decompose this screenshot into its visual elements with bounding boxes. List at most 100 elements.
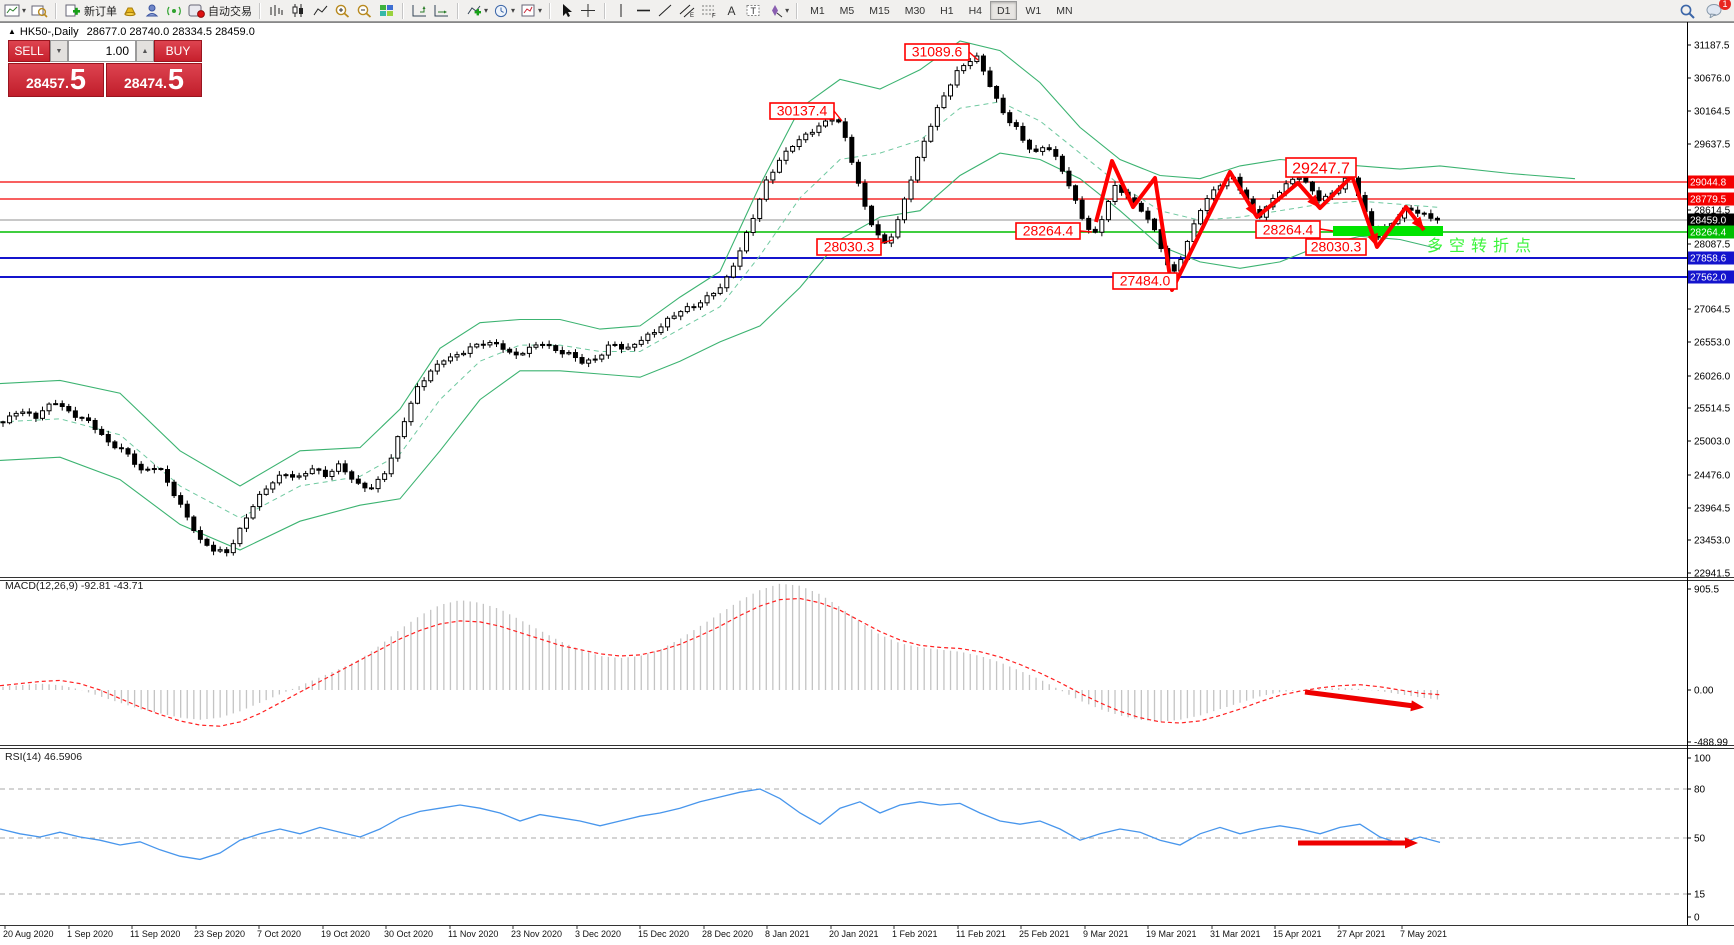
vline-tool-icon[interactable]: [611, 2, 632, 20]
price-callout-box[interactable]: [904, 43, 970, 61]
period-icon[interactable]: ▾: [491, 2, 517, 20]
price-callout-box[interactable]: [816, 238, 882, 256]
price-callout-box[interactable]: [769, 102, 835, 120]
chart-symbol-header: ▲ HK50-,Daily 28677.0 28740.0 28334.5 2845…: [8, 26, 255, 38]
price-callout-box[interactable]: [1015, 222, 1081, 240]
preview-icon[interactable]: [29, 2, 50, 20]
new-order-button[interactable]: 新订单: [62, 2, 119, 20]
data-window-icon[interactable]: [142, 2, 163, 20]
price-callout-box[interactable]: [1112, 272, 1178, 290]
timeframe-button-m30[interactable]: M30: [904, 4, 926, 17]
candle-body: [730, 265, 736, 278]
date-axis-label[interactable]: 23 Sep 2020: [194, 929, 245, 939]
buy-button[interactable]: BUY: [154, 40, 202, 62]
crosshair-icon[interactable]: [578, 2, 599, 20]
timeframe-button-d1[interactable]: D1: [990, 1, 1018, 20]
volume-increase-button[interactable]: ▲: [136, 40, 154, 62]
search-icon[interactable]: [1677, 2, 1698, 20]
date-axis-label[interactable]: 1 Feb 2021: [892, 929, 938, 939]
timeframe-button-m5[interactable]: M5: [839, 4, 855, 17]
chart-window-icon[interactable]: ▾: [2, 2, 28, 20]
market-watch-icon[interactable]: [120, 2, 141, 20]
date-axis-label[interactable]: 9 Mar 2021: [1083, 929, 1129, 939]
macd-axis-label: -488.99: [1694, 738, 1728, 749]
volume-input[interactable]: 1.00: [68, 40, 136, 62]
line-chart-icon[interactable]: [310, 2, 331, 20]
timeframe-button-mn[interactable]: MN: [1056, 4, 1073, 17]
dropdown-caret-icon[interactable]: ▾: [511, 6, 516, 15]
candle-body: [704, 295, 710, 304]
dropdown-caret-icon[interactable]: ▾: [484, 6, 489, 15]
date-axis-label[interactable]: 31 Mar 2021: [1210, 929, 1261, 939]
callout-tail: [833, 110, 843, 122]
buy-price-panel[interactable]: 28474. 5: [106, 63, 202, 97]
candle-body: [132, 453, 138, 465]
date-axis-label[interactable]: 19 Oct 2020: [321, 929, 370, 939]
volume-decrease-button[interactable]: ▼: [50, 40, 68, 62]
candle-body: [382, 473, 388, 480]
chart-shift-icon[interactable]: [431, 2, 452, 20]
channel-tool-icon[interactable]: E: [677, 2, 698, 20]
shapes-tool-icon[interactable]: ▾: [765, 2, 791, 20]
fibonacci-tool-icon[interactable]: F: [699, 2, 720, 20]
candle-body: [803, 133, 809, 141]
timeframe-button-h4[interactable]: H4: [968, 4, 983, 17]
date-axis-label[interactable]: 7 May 2021: [1400, 929, 1447, 939]
date-axis-label[interactable]: 25 Feb 2021: [1019, 929, 1070, 939]
date-axis-label[interactable]: 15 Dec 2020: [638, 929, 689, 939]
bar-chart-icon[interactable]: [266, 2, 287, 20]
cursor-icon[interactable]: [556, 2, 577, 20]
price-callout-box[interactable]: [1285, 157, 1357, 178]
autotrade-button[interactable]: 自动交易: [186, 2, 254, 20]
dropdown-caret-icon[interactable]: ▾: [22, 6, 27, 15]
date-axis-label[interactable]: 11 Feb 2021: [956, 929, 1006, 939]
date-axis-label[interactable]: 30 Oct 2020: [384, 929, 433, 939]
label-tool-icon[interactable]: T: [743, 2, 764, 20]
timeframe-button-m1[interactable]: M1: [810, 4, 825, 17]
candle-chart-icon[interactable]: [288, 2, 309, 20]
timeframe-button-h1[interactable]: H1: [940, 4, 954, 17]
chart-canvas[interactable]: 多空转折点31089.630137.429247.728264.428030.3…: [0, 22, 1734, 945]
date-axis-label[interactable]: 27 Apr 2021: [1337, 929, 1386, 939]
timeframe-button-w1[interactable]: W1: [1025, 4, 1042, 17]
date-axis-label[interactable]: 20 Jan 2021: [829, 929, 879, 939]
price-callout-box[interactable]: [1255, 220, 1321, 239]
text-tool-icon[interactable]: A: [721, 2, 742, 20]
rsi-axis-label: 0: [1694, 913, 1700, 924]
collapse-arrow-icon[interactable]: ▲: [8, 27, 16, 36]
date-axis-label[interactable]: 11 Nov 2020: [448, 929, 498, 939]
date-axis-label[interactable]: 23 Nov 2020: [511, 929, 562, 939]
macd-trend-arrow[interactable]: [1304, 689, 1415, 709]
template-icon[interactable]: ▾: [518, 2, 544, 20]
date-axis-label[interactable]: 28 Dec 2020: [702, 929, 753, 939]
price-callout-text: 30137.4: [777, 103, 828, 119]
date-axis-label[interactable]: 7 Oct 2020: [257, 929, 301, 939]
tile-windows-icon[interactable]: [376, 2, 397, 20]
sell-price-panel[interactable]: 28457. 5: [8, 63, 104, 97]
auto-scroll-icon[interactable]: [409, 2, 430, 20]
date-axis-label[interactable]: 20 Aug 2020: [3, 929, 54, 939]
notifications-icon[interactable]: 1: [1704, 0, 1731, 20]
price-callout-box[interactable]: [1305, 238, 1367, 256]
signal-icon[interactable]: [164, 2, 185, 20]
date-axis-label[interactable]: 3 Dec 2020: [575, 929, 621, 939]
date-axis-label[interactable]: 11 Sep 2020: [130, 929, 180, 939]
sell-button[interactable]: SELL: [8, 40, 50, 62]
dropdown-caret-icon[interactable]: ▾: [538, 6, 543, 15]
date-axis-label[interactable]: 1 Sep 2020: [67, 929, 113, 939]
date-axis-label[interactable]: 8 Jan 2021: [765, 929, 810, 939]
zoom-in-icon[interactable]: [332, 2, 353, 20]
dropdown-caret-icon[interactable]: ▾: [785, 6, 790, 15]
timeframe-button-m15[interactable]: M15: [869, 4, 890, 17]
candle-body: [46, 403, 52, 412]
hline-tool-icon[interactable]: [633, 2, 654, 20]
candle-body: [447, 356, 453, 362]
date-axis-label[interactable]: 19 Mar 2021: [1146, 929, 1197, 939]
trendline-tool-icon[interactable]: [655, 2, 676, 20]
candle-body: [928, 125, 934, 142]
candle-body: [165, 469, 170, 483]
date-axis-label[interactable]: 15 Apr 2021: [1273, 929, 1322, 939]
candle-body: [480, 343, 486, 346]
zoom-out-icon[interactable]: [354, 2, 375, 20]
add-indicator-icon[interactable]: ▾: [464, 2, 490, 20]
